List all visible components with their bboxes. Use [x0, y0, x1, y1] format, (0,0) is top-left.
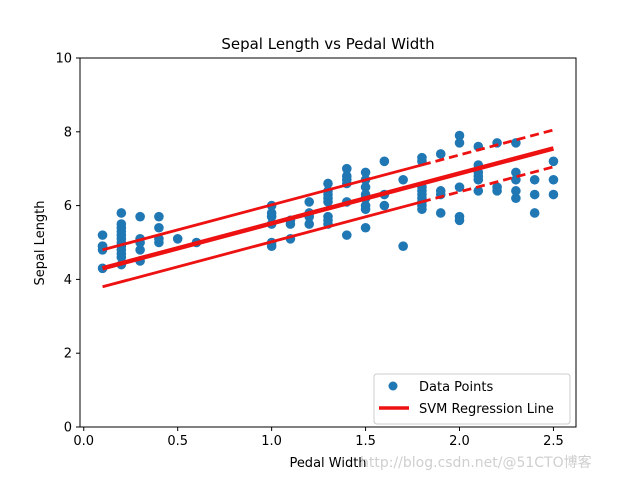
- data-point: [548, 174, 559, 185]
- data-point: [548, 189, 559, 200]
- data-point: [323, 211, 333, 222]
- data-point: [379, 156, 390, 167]
- data-point: [360, 222, 371, 233]
- data-point: [454, 130, 465, 141]
- y-tick-label: 8: [64, 125, 72, 140]
- y-tick-label: 6: [64, 199, 72, 214]
- data-point: [435, 208, 446, 218]
- data-point: [529, 174, 540, 185]
- legend-marker-data-points: [388, 381, 398, 391]
- data-point: [435, 149, 446, 159]
- data-point: [323, 178, 333, 189]
- data-point: [398, 174, 408, 185]
- data-point: [304, 197, 315, 207]
- legend-box: [373, 373, 571, 425]
- x-axis-label: Pedal Width: [289, 456, 366, 471]
- data-point: [154, 211, 164, 222]
- y-tick-label: 10: [55, 52, 72, 67]
- x-tick-label: 1.0: [261, 434, 282, 449]
- data-point: [172, 234, 183, 244]
- data-point: [454, 182, 465, 192]
- data-point: [492, 182, 502, 192]
- data-point: [135, 245, 145, 255]
- data-point: [548, 156, 559, 167]
- legend: Data Points SVM Regression Line: [373, 373, 571, 425]
- data-point: [454, 211, 465, 222]
- margin-lower-line: [102, 200, 423, 289]
- data-point: [360, 200, 371, 211]
- y-tick-label: 2: [64, 347, 72, 362]
- data-point: [379, 200, 390, 211]
- x-tick-label: 0.0: [73, 434, 94, 449]
- x-axis-ticks: 0.0 0.5 1.0 1.5 2.0 2.5: [73, 427, 564, 449]
- data-point: [97, 230, 108, 240]
- data-point: [398, 241, 408, 251]
- data-point: [360, 167, 371, 178]
- data-point: [154, 222, 164, 233]
- data-point: [341, 171, 352, 181]
- y-tick-label: 4: [64, 273, 72, 288]
- svm-regression-line: [101, 146, 555, 271]
- data-point: [417, 152, 427, 163]
- data-point: [135, 211, 145, 222]
- legend-label-data-points: Data Points: [419, 380, 493, 395]
- plot-marks: [97, 128, 559, 289]
- chart-title: Sepal Length vs Pedal Width: [221, 35, 434, 53]
- y-axis-label: Sepal Length: [33, 200, 48, 285]
- data-point: [473, 186, 484, 196]
- data-point: [116, 219, 127, 229]
- watermark-text: http://blog.csdn.net/@51CTO博客: [360, 454, 592, 471]
- margin-upper-line: [102, 163, 423, 252]
- plot-frame: [79, 57, 577, 428]
- x-tick-label: 2.0: [449, 434, 470, 449]
- margin-lower-dashed-line: [421, 165, 554, 204]
- margin-upper-dashed-line: [421, 128, 554, 167]
- data-point: [454, 138, 465, 148]
- data-point: [116, 208, 127, 218]
- x-tick-label: 0.5: [167, 434, 188, 449]
- data-point: [511, 193, 521, 204]
- data-point: [304, 219, 315, 229]
- data-point: [511, 186, 521, 196]
- data-point: [529, 208, 540, 218]
- y-tick-label: 0: [64, 421, 72, 436]
- x-tick-label: 2.5: [543, 434, 564, 449]
- data-point: [529, 189, 540, 200]
- legend-label-regression-line: SVM Regression Line: [419, 402, 554, 417]
- y-axis-ticks: 0 2 4 6 8 10: [55, 52, 80, 436]
- x-tick-label: 1.5: [355, 434, 376, 449]
- data-point: [341, 230, 352, 240]
- data-point: [266, 208, 277, 218]
- data-point: [341, 163, 352, 174]
- data-point: [360, 182, 371, 192]
- data-point: [435, 186, 446, 196]
